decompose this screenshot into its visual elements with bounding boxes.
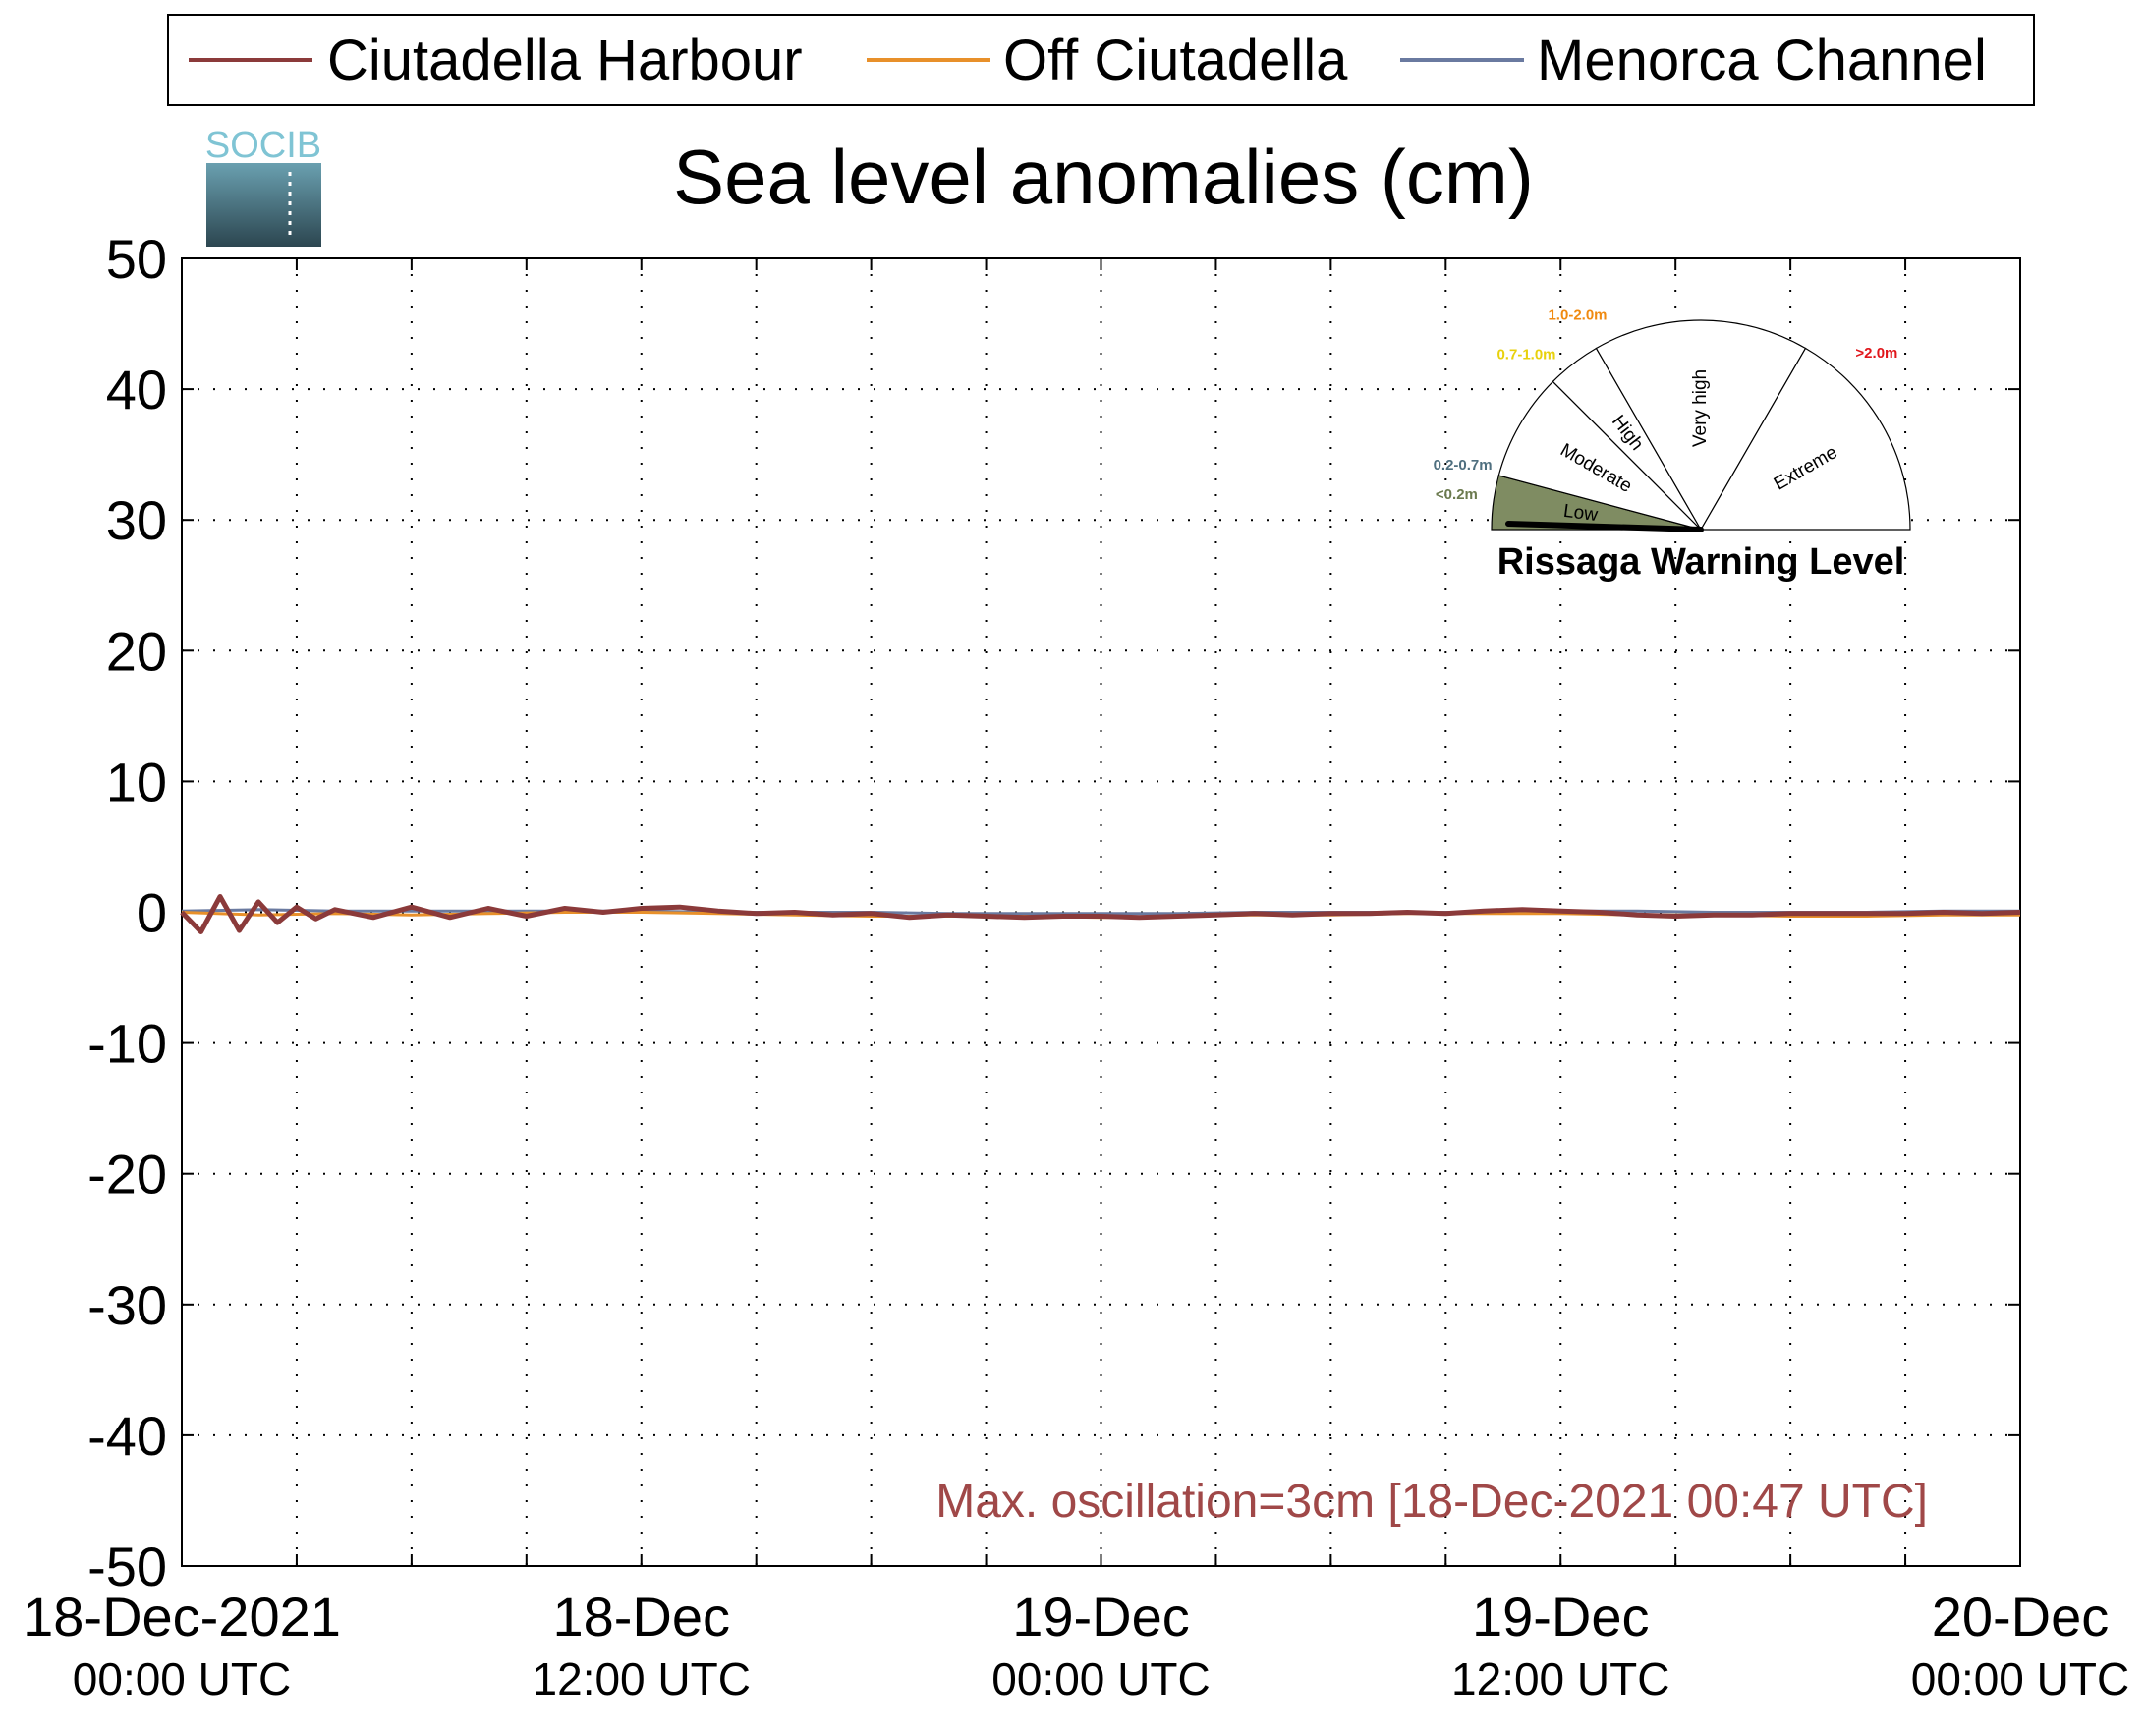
y-tick-label: -10 [87, 1013, 167, 1075]
y-tick-label: -40 [87, 1405, 167, 1467]
y-tick-label: 50 [106, 228, 167, 290]
y-axis-tick-labels: 50 40 30 20 10 0 -10 -20 -30 -40 -50 [87, 228, 167, 1597]
legend-label-menorca-channel: Menorca Channel [1537, 28, 1987, 92]
gauge-sector-label-very-high: Very high [1690, 369, 1711, 447]
x-tick-label-date: 20-Dec [1932, 1586, 2110, 1648]
gauge-range-label-low: <0.2m [1436, 486, 1478, 503]
rissaga-warning-gauge: Low<0.2m Moderate0.2-0.7mHigh0.7-1.0mVery… [1434, 308, 1911, 583]
y-tick-label: -20 [87, 1144, 167, 1205]
gauge-sector-extreme [1699, 347, 1911, 531]
socib-logo: SOCIB [205, 125, 321, 247]
gauge-sector-very-high [1595, 319, 1807, 532]
gauge-needle [1505, 521, 1704, 532]
y-tick-label: 30 [106, 489, 167, 551]
y-tick-label: -30 [87, 1274, 167, 1336]
y-tick-label: -50 [87, 1536, 167, 1597]
gauge-range-label-moderate: 0.2-0.7m [1434, 457, 1493, 474]
x-tick-label-date: 18-Dec [552, 1586, 730, 1648]
x-tick-label-time: 12:00 UTC [533, 1653, 751, 1705]
series-line-menorca-channel [181, 908, 2020, 916]
x-tick-label-time: 00:00 UTC [73, 1653, 291, 1705]
logo-wave-block [206, 163, 321, 247]
x-tick-label-date: 18-Dec-2021 [23, 1586, 341, 1648]
x-tick-label-time: 00:00 UTC [1911, 1653, 2129, 1705]
legend: Ciutadella Harbour Off Ciutadella Menorc… [167, 14, 2035, 106]
legend-box [167, 14, 2035, 106]
chart-title: Sea level anomalies (cm) [673, 134, 1534, 220]
x-tick-label-date: 19-Dec [1472, 1586, 1650, 1648]
legend-label-ciutadella-harbour: Ciutadella Harbour [327, 28, 803, 92]
gauge-range-label-very-high: 1.0-2.0m [1548, 308, 1607, 324]
x-tick-label-date: 19-Dec [1012, 1586, 1190, 1648]
x-tick-label-time: 00:00 UTC [991, 1653, 1210, 1705]
logo-text: SOCIB [205, 125, 321, 166]
y-tick-label: 40 [106, 359, 167, 420]
gauge-sector-moderate [1497, 380, 1704, 532]
x-tick-label-time: 12:00 UTC [1451, 1653, 1669, 1705]
gauge-sectors [1491, 319, 1911, 532]
legend-label-off-ciutadella: Off Ciutadella [1003, 28, 1348, 92]
gauge-sector-label-low: Low [1562, 501, 1600, 526]
y-tick-label: 10 [106, 751, 167, 812]
series-line-ciutadella-harbour [180, 894, 2021, 934]
max-oscillation-annotation: Max. oscillation=3cm [18-Dec-2021 00:47 … [935, 1476, 1928, 1528]
gauge-title: Rissaga Warning Level [1497, 541, 1905, 583]
y-tick-label: 0 [137, 882, 167, 944]
y-tick-label: 20 [106, 620, 167, 682]
gauge-range-label-extreme: >2.0m [1855, 345, 1897, 362]
series [180, 894, 2021, 934]
gauge-range-label-high: 0.7-1.0m [1496, 346, 1555, 363]
